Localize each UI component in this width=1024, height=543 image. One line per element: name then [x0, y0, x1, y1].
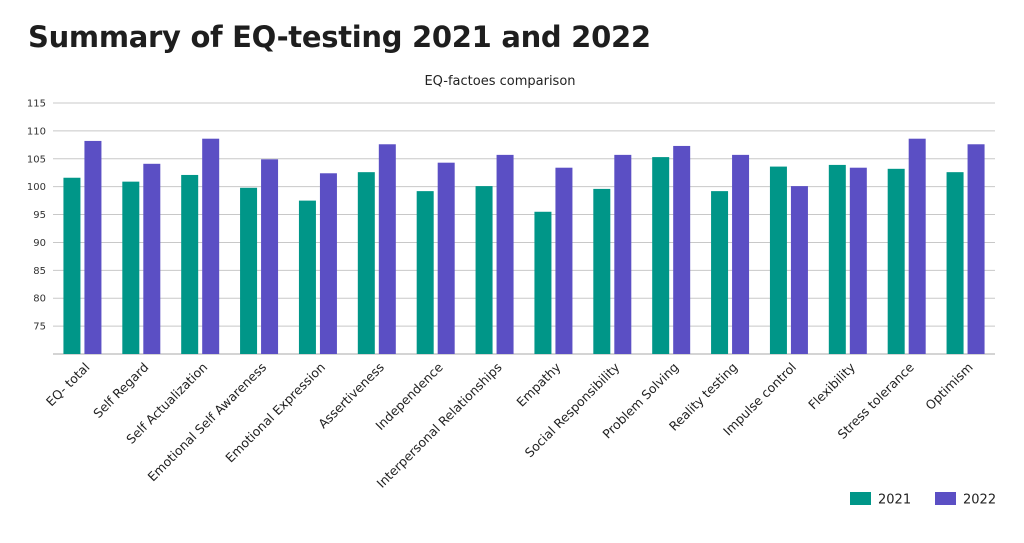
page-title: Summary of EQ-testing 2021 and 2022: [28, 20, 651, 54]
y-tick-label: 115: [27, 99, 46, 110]
bar-2021-12: [769, 166, 787, 354]
x-tick-label: Empathy: [513, 359, 564, 410]
bar-2021-8: [534, 211, 552, 354]
bar-2021-5: [357, 172, 375, 354]
x-tick-label: Optimism: [922, 360, 975, 413]
bar-2021-4: [298, 200, 316, 354]
bar-2021-11: [711, 191, 729, 354]
bar-2022-11: [732, 154, 750, 354]
bar-2022-12: [790, 186, 808, 354]
bar-2021-10: [652, 157, 670, 354]
chart-subtitle: EQ-factoes comparison: [424, 74, 575, 89]
bar-2022-8: [555, 167, 573, 354]
bar-2021-3: [240, 187, 258, 354]
y-tick-label: 105: [27, 154, 46, 165]
y-tick-label: 80: [33, 294, 46, 305]
y-tick-label: 85: [33, 266, 46, 277]
y-tick-label: 75: [33, 322, 46, 333]
bar-2022-10: [673, 145, 691, 354]
x-tick-label: Emotional Self Awareness: [144, 360, 269, 485]
bar-2021-1: [122, 181, 140, 354]
legend-swatch-2021: [850, 492, 871, 505]
y-axis-ticks: 75 80 85 90 95 100 105 110 115: [27, 99, 46, 333]
legend-label-2021: 2021: [878, 493, 911, 508]
bar-2021-2: [181, 174, 199, 354]
y-tick-label: 95: [33, 210, 46, 221]
y-tick-label: 110: [27, 126, 46, 137]
x-tick-label: Emotional Expression: [222, 360, 328, 466]
y-tick-label: 100: [27, 182, 46, 193]
y-tick-label: 90: [33, 238, 46, 249]
bar-2022-13: [849, 167, 867, 354]
bar-2021-6: [416, 191, 434, 354]
legend-swatch-2022: [935, 492, 956, 505]
bar-2022-1: [143, 163, 161, 354]
x-tick-label: Flexibility: [805, 359, 858, 412]
bar-2022-0: [84, 140, 102, 354]
bar-2022-5: [378, 144, 396, 354]
x-tick-label: EQ- total: [43, 360, 93, 410]
legend: 2021 2022: [850, 492, 996, 508]
bar-2021-7: [475, 186, 493, 354]
bar-2021-13: [828, 164, 846, 354]
bar-2022-3: [261, 159, 279, 354]
x-tick-label: Interpersonal Relationships: [373, 360, 504, 491]
bar-2022-9: [614, 154, 632, 354]
legend-label-2022: 2022: [963, 493, 996, 508]
x-tick-label: Self Regard: [90, 360, 151, 421]
bar-2021-14: [887, 168, 905, 354]
bar-2022-6: [437, 162, 455, 354]
bar-2022-15: [967, 144, 985, 354]
bar-2022-14: [908, 138, 926, 354]
bars-layer: [63, 138, 985, 354]
bar-2022-7: [496, 154, 514, 354]
bar-2022-2: [202, 138, 220, 354]
bar-2022-4: [319, 173, 337, 354]
bar-2021-0: [63, 177, 81, 354]
bar-2021-15: [946, 172, 964, 354]
bar-2021-9: [593, 188, 611, 354]
